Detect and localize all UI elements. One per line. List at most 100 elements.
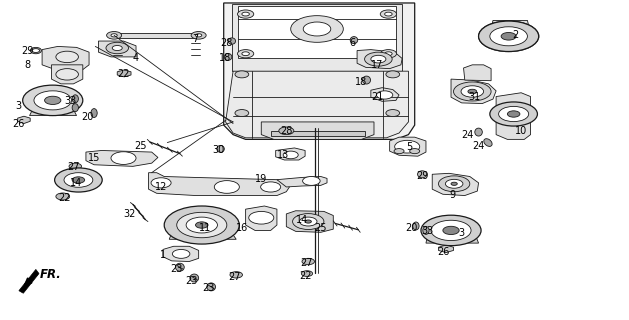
Text: 14: 14 xyxy=(296,215,308,225)
Text: 5: 5 xyxy=(406,142,413,152)
Polygon shape xyxy=(286,211,333,232)
Circle shape xyxy=(381,50,396,58)
Text: 21: 21 xyxy=(371,92,383,101)
Circle shape xyxy=(409,148,420,154)
Text: 19: 19 xyxy=(255,174,267,184)
Text: 6: 6 xyxy=(349,38,355,48)
Polygon shape xyxy=(232,4,402,71)
Circle shape xyxy=(385,12,392,16)
Circle shape xyxy=(248,212,274,224)
Polygon shape xyxy=(426,237,479,243)
Text: 2: 2 xyxy=(512,30,518,40)
Text: 1: 1 xyxy=(160,250,166,260)
Circle shape xyxy=(45,96,61,105)
Circle shape xyxy=(490,27,527,46)
Circle shape xyxy=(238,50,253,58)
Text: 14: 14 xyxy=(70,178,82,188)
Circle shape xyxy=(283,151,298,159)
Circle shape xyxy=(106,32,121,39)
Circle shape xyxy=(242,52,249,56)
Circle shape xyxy=(421,215,481,246)
Text: 23: 23 xyxy=(202,284,214,293)
Ellipse shape xyxy=(225,53,232,60)
Circle shape xyxy=(394,148,404,154)
Circle shape xyxy=(177,212,227,238)
Text: 23: 23 xyxy=(185,276,198,285)
Text: 12: 12 xyxy=(155,182,167,192)
Circle shape xyxy=(501,32,516,40)
Text: 26: 26 xyxy=(12,118,25,129)
Circle shape xyxy=(106,42,128,54)
Polygon shape xyxy=(224,3,415,140)
Text: 9: 9 xyxy=(449,190,455,200)
Text: 18: 18 xyxy=(220,53,231,63)
Text: 31: 31 xyxy=(468,92,481,101)
Ellipse shape xyxy=(175,263,184,271)
Ellipse shape xyxy=(190,274,199,282)
Ellipse shape xyxy=(350,36,358,44)
Text: 22: 22 xyxy=(58,193,70,203)
Circle shape xyxy=(499,106,528,122)
Circle shape xyxy=(191,32,206,39)
Circle shape xyxy=(479,21,538,52)
Circle shape xyxy=(112,45,122,51)
Circle shape xyxy=(365,52,392,66)
Ellipse shape xyxy=(423,227,429,234)
Ellipse shape xyxy=(362,76,370,84)
Circle shape xyxy=(111,152,136,164)
Polygon shape xyxy=(270,132,365,136)
Circle shape xyxy=(279,127,294,135)
Circle shape xyxy=(490,27,527,46)
Circle shape xyxy=(235,109,248,116)
Polygon shape xyxy=(117,70,131,77)
Text: 3: 3 xyxy=(15,101,21,111)
Text: 8: 8 xyxy=(25,60,31,70)
Circle shape xyxy=(501,32,516,40)
Circle shape xyxy=(23,85,83,116)
Text: 3: 3 xyxy=(459,228,465,238)
Polygon shape xyxy=(169,228,237,231)
Circle shape xyxy=(151,178,171,188)
Polygon shape xyxy=(245,206,277,230)
Text: 25: 25 xyxy=(314,223,327,233)
Polygon shape xyxy=(428,234,474,237)
Polygon shape xyxy=(451,79,496,104)
Circle shape xyxy=(260,182,281,192)
Circle shape xyxy=(64,173,93,187)
Ellipse shape xyxy=(228,38,236,44)
Polygon shape xyxy=(432,173,479,196)
Circle shape xyxy=(235,71,248,78)
Text: 17: 17 xyxy=(371,60,383,70)
Circle shape xyxy=(377,91,392,99)
Circle shape xyxy=(386,109,399,116)
Circle shape xyxy=(371,55,386,63)
Circle shape xyxy=(214,180,240,193)
Polygon shape xyxy=(30,106,75,109)
Polygon shape xyxy=(389,137,426,156)
Polygon shape xyxy=(261,122,374,140)
Circle shape xyxy=(508,111,520,117)
Circle shape xyxy=(242,12,249,16)
Text: 27: 27 xyxy=(229,272,241,282)
Ellipse shape xyxy=(217,145,225,152)
Text: 23: 23 xyxy=(170,264,183,275)
Text: 26: 26 xyxy=(437,247,450,257)
Polygon shape xyxy=(42,46,89,72)
Ellipse shape xyxy=(30,47,42,54)
Circle shape xyxy=(186,217,218,233)
Ellipse shape xyxy=(207,283,216,291)
Polygon shape xyxy=(19,269,39,293)
Circle shape xyxy=(443,226,459,235)
Text: 16: 16 xyxy=(237,223,248,233)
Text: 27: 27 xyxy=(67,162,80,172)
Circle shape xyxy=(56,69,79,80)
Polygon shape xyxy=(86,150,158,166)
Text: 4: 4 xyxy=(133,53,139,63)
Circle shape xyxy=(301,271,313,276)
Circle shape xyxy=(431,220,471,241)
Circle shape xyxy=(438,176,470,192)
Circle shape xyxy=(479,21,538,52)
Polygon shape xyxy=(30,109,77,116)
Circle shape xyxy=(56,51,79,63)
Polygon shape xyxy=(277,177,327,187)
